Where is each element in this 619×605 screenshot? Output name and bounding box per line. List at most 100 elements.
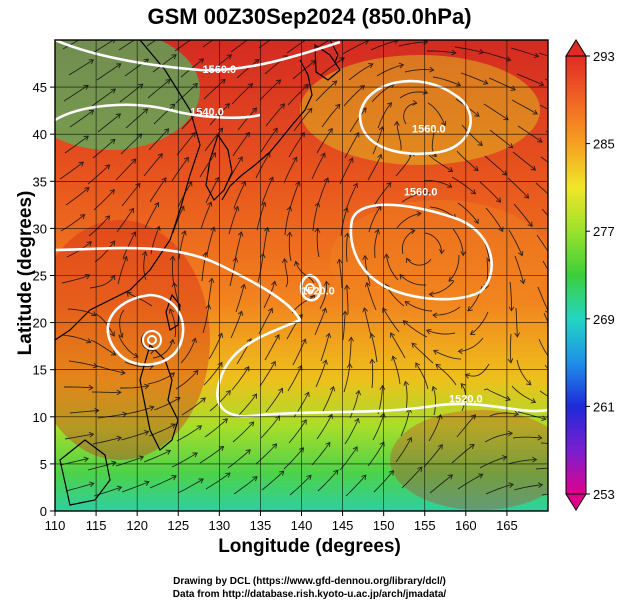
- streamline-arrow: [259, 252, 266, 259]
- streamline: [199, 152, 216, 178]
- streamline-arrow: [275, 415, 281, 421]
- streamline-arrow: [469, 329, 476, 335]
- streamline-arrow: [260, 201, 267, 207]
- streamline: [429, 206, 457, 219]
- streamline: [470, 311, 489, 335]
- streamline: [370, 40, 399, 51]
- streamline-arrow: [553, 334, 557, 339]
- streamline-arrow: [426, 329, 432, 335]
- streamline: [69, 110, 94, 128]
- streamline: [452, 228, 464, 256]
- streamline: [90, 339, 116, 356]
- streamline-arrow: [557, 226, 562, 231]
- streamline: [535, 467, 548, 470]
- streamline: [204, 418, 228, 438]
- streamline: [320, 57, 345, 76]
- streamline-arrow: [293, 260, 300, 267]
- streamline: [367, 154, 382, 181]
- streamline: [124, 58, 149, 77]
- streamline: [68, 360, 98, 367]
- contour-1540-west: [55, 40, 341, 72]
- streamline: [429, 280, 455, 295]
- streamline: [364, 255, 371, 285]
- streamline: [451, 444, 475, 464]
- streamline-arrow: [271, 443, 278, 449]
- streamline: [373, 182, 392, 207]
- streamline-arrow: [286, 205, 293, 212]
- x-tick-label: 150: [373, 518, 395, 533]
- streamline-arrow: [447, 167, 454, 172]
- contour-labels: 1560.0 1560.0 1520.0 1520.0 1560.0 1540.0: [190, 64, 482, 406]
- streamline-arrow: [88, 59, 95, 65]
- streamline: [205, 472, 231, 490]
- streamline: [201, 252, 207, 282]
- streamline-arrow: [537, 434, 543, 441]
- streamline: [237, 107, 257, 131]
- warm-region: [330, 200, 548, 320]
- streamline: [147, 79, 171, 99]
- x-tick-label: 155: [414, 518, 436, 533]
- streamline-arrow: [196, 425, 203, 431]
- x-tick-label: 145: [332, 518, 354, 533]
- streamline: [97, 113, 121, 133]
- streamline: [349, 107, 367, 133]
- streamline-arrow: [342, 310, 348, 316]
- y-tick-label: 25: [33, 269, 47, 284]
- streamline: [540, 156, 548, 163]
- streamline: [488, 77, 516, 91]
- streamline-arrow: [142, 108, 149, 114]
- streamline-arrow: [321, 307, 328, 313]
- streamline: [316, 128, 333, 154]
- streamline: [479, 456, 507, 469]
- streamline: [265, 103, 285, 127]
- streamline-arrow: [275, 79, 282, 85]
- colorbar: 293 285 277 269 261 253: [565, 39, 615, 511]
- streamline: [390, 332, 406, 359]
- y-tick-label: 35: [33, 174, 47, 189]
- streamline-arrow: [390, 332, 396, 338]
- streamline-arrow: [278, 387, 284, 394]
- streamline-arrow: [237, 156, 243, 162]
- streamline: [93, 189, 115, 211]
- streamline: [385, 254, 399, 281]
- streamline: [65, 187, 90, 206]
- streamline: [535, 182, 548, 195]
- streamline-arrow: [473, 165, 479, 172]
- streamline-arrow: [388, 470, 394, 476]
- streamline-arrow: [336, 258, 343, 264]
- streamline: [316, 414, 333, 440]
- streamline: [149, 475, 177, 489]
- streamline-arrow: [411, 342, 417, 348]
- streamline: [120, 385, 149, 389]
- colorbar-label: 253: [593, 487, 615, 502]
- streamline-arrow: [448, 276, 454, 282]
- streamline: [404, 381, 408, 411]
- streamline-arrow: [116, 63, 122, 69]
- drawing-credit: Drawing by DCL (https://www.gfd-dennou.o…: [173, 576, 446, 587]
- x-tick-label: 120: [126, 518, 148, 533]
- streamline: [261, 177, 274, 205]
- streamline: [319, 281, 327, 310]
- streamline-arrow: [279, 470, 285, 476]
- colorbar-gradient: [565, 55, 587, 495]
- x-tick-label: 165: [496, 518, 518, 533]
- streamline: [171, 452, 198, 468]
- streamline-arrow: [417, 466, 423, 472]
- streamline-arrow: [272, 127, 278, 133]
- streamline: [512, 151, 536, 171]
- streamline-arrow: [303, 83, 309, 90]
- cyclone-centers: [142, 283, 315, 350]
- streamline-arrow: [507, 358, 514, 364]
- streamline: [255, 443, 277, 465]
- streamline: [395, 437, 412, 463]
- streamline-arrow: [352, 182, 359, 189]
- streamline-arrow: [168, 308, 175, 314]
- streamline: [483, 103, 509, 121]
- china-coastline: [55, 40, 201, 341]
- streamline: [262, 227, 269, 257]
- streamline: [176, 132, 196, 156]
- streamline: [372, 126, 384, 155]
- streamline-arrow: [200, 397, 206, 403]
- streamline-arrow: [116, 485, 123, 492]
